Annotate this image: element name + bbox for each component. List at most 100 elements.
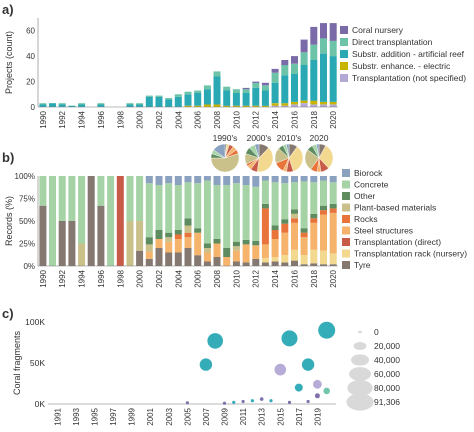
bar-segment [232,246,240,251]
bar-segment [271,72,279,83]
bar-segment [310,60,318,101]
y-axis-title: Projects (count) [4,31,14,94]
bar-segment [213,185,221,239]
bar-segment [291,213,298,219]
bubble [318,321,336,339]
bubble [306,399,310,404]
legend-label: Coral nursery [352,25,404,35]
panel-label-b: b) [2,150,14,165]
bar-segment [213,243,221,257]
x-tick-label: 1994 [78,110,87,128]
bar-segment [291,222,298,250]
bubble [287,400,292,404]
bar-segment [252,87,260,106]
x-tick-label: 1991 [53,407,62,425]
bar-segment [320,205,327,211]
bar-segment [310,249,318,264]
x-tick-label: 1990 [39,269,48,287]
bar-segment [281,65,289,76]
bar-segment [232,176,240,184]
x-tick-label: 2010 [232,269,241,287]
bar-segment [232,93,240,106]
x-tick-label: 2020 [329,269,338,287]
pie-slice [316,143,320,159]
bar-segment [261,203,269,209]
bar-segment [320,264,327,266]
bar-segment [310,263,318,266]
bubble [269,399,273,403]
x-tick-label: 1996 [97,269,106,287]
legend-swatch [340,74,348,82]
bar-segment [232,241,240,247]
bar-segment [174,94,182,97]
legend-label: Steel structures [354,226,413,236]
bar-segment [184,94,192,106]
bar-segment [329,176,337,183]
bar-segment [242,89,250,93]
bar-segment [136,103,144,105]
pie-label: 2020 [310,133,329,143]
bar-segment [291,73,298,102]
bar-segment [320,176,327,181]
pie-slice [288,146,304,172]
bubble [222,401,227,405]
bubble [232,400,236,404]
bar-segment [194,90,202,93]
bar-segment [223,86,231,91]
bar-segment [281,75,289,104]
x-tick-label: 2013 [258,407,267,425]
bar-segment [184,237,192,248]
legend-label: Biorock [354,168,383,178]
bar-segment [242,87,250,90]
y-tick-label: 25% [19,240,35,249]
x-tick-label: 2018 [310,110,319,128]
bar-segment [165,252,173,266]
bar-segment [281,232,289,256]
bar-segment [145,176,153,184]
bar-segment [329,101,337,105]
bar-segment [300,176,308,182]
bubble [199,358,213,371]
legend-label: Substr. enhance. - electric [352,61,451,71]
bar-segment [145,183,153,238]
bar-segment [58,104,66,107]
bar-segment [78,176,86,244]
x-tick-label: 1994 [78,269,87,287]
bubble [281,330,298,347]
legend-swatch [342,238,350,246]
bar-segment [320,214,327,251]
bar-segment [329,56,337,102]
bar-segment [165,237,173,242]
bar-segment [58,103,66,105]
bar-segment [184,232,192,238]
bar-segment [68,105,76,107]
x-tick-label: 1999 [128,407,137,425]
bar-segment [300,103,308,107]
bar-segment [242,176,250,185]
bar-segment [300,228,308,233]
bar-segment [300,181,308,229]
bar-segment [329,40,337,57]
bar-segment [252,82,260,88]
size-legend-label: 60,000 [374,369,400,379]
bar-segment [194,93,202,106]
bar-segment [329,264,337,266]
panel-c-bubble-chart: 0K 50K 100K 1991 1993 1995 1997 1999 2001 2003 200… [12,317,400,426]
size-legend-label: 91,306 [374,397,400,407]
bar-segment [261,262,269,266]
x-tick-label: 1990 [39,110,48,128]
size-legend-bubble [353,342,367,350]
bar-segment [281,105,289,107]
bar-segment [87,176,95,266]
y-axis-title: Records (%) [4,196,14,246]
bar-segment [300,237,308,256]
legend-label: Transplantation (not specified) [352,73,466,83]
bar-segment [184,248,192,266]
bar-segment [242,105,250,107]
bar-segment [310,100,318,105]
bar-segment [261,85,269,91]
x-tick-label: 2009 [221,407,230,425]
pie-slice [318,145,334,169]
x-tick-label: 2014 [271,269,280,287]
bar-segment [213,71,221,77]
